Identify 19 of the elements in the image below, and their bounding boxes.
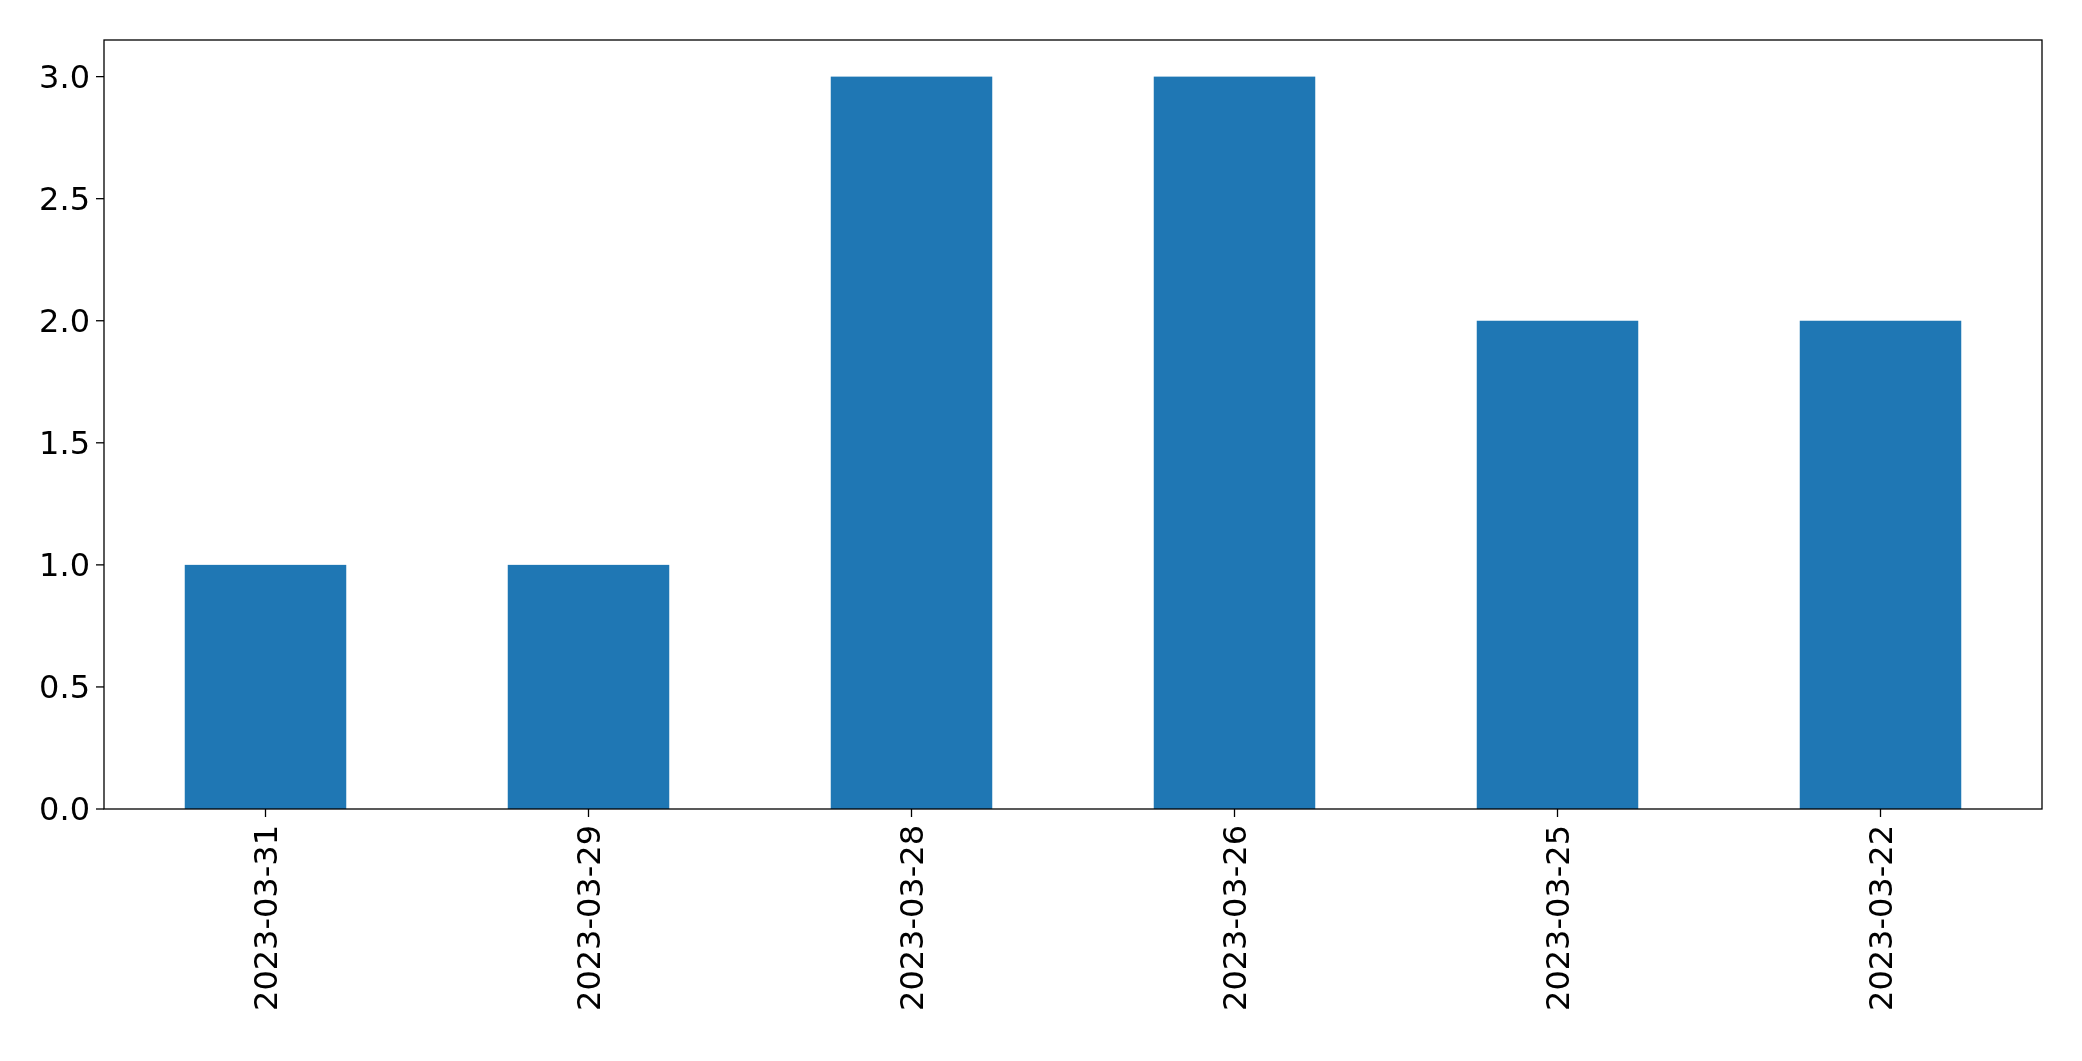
x-tick-label: 2023-03-31 (246, 825, 285, 1011)
x-tick-label: 2023-03-26 (1215, 825, 1254, 1011)
bar (1799, 320, 1962, 809)
bar (830, 76, 993, 809)
y-tick-label: 0.5 (39, 668, 90, 707)
y-tick-label: 1.0 (39, 546, 90, 585)
bar (507, 564, 670, 809)
x-tick-label: 2023-03-29 (569, 825, 608, 1011)
x-tick-label: 2023-03-22 (1861, 825, 1900, 1011)
y-tick-label: 1.5 (39, 424, 90, 463)
bar (1476, 320, 1639, 809)
y-tick-label: 0.0 (39, 790, 90, 829)
bar (184, 564, 347, 809)
y-tick-label: 2.5 (39, 179, 90, 218)
x-tick-label: 2023-03-25 (1538, 825, 1577, 1011)
bar (1153, 76, 1316, 809)
y-tick-label: 2.0 (39, 301, 90, 340)
y-tick-label: 3.0 (39, 57, 90, 96)
x-tick-label: 2023-03-28 (892, 825, 931, 1011)
